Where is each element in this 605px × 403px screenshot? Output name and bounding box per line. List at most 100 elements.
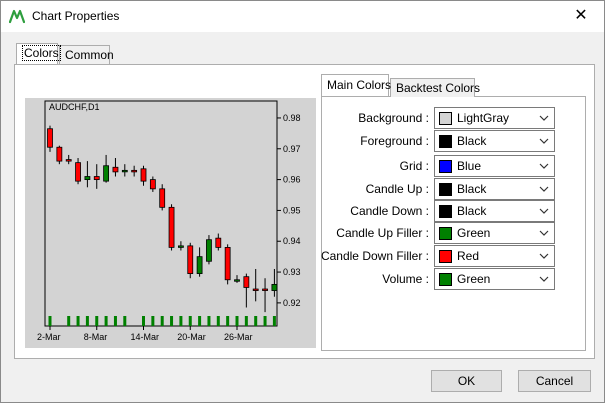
candle-up-filler-value: Green (457, 226, 491, 240)
ok-button[interactable]: OK (431, 370, 502, 392)
candle-down (187, 245, 194, 275)
setting-row-volume: Volume : Green (322, 268, 586, 290)
volume-bar (95, 316, 99, 326)
grid-value: Blue (457, 159, 482, 173)
setting-row-candle-up-filler: Candle Up Filler : Green (322, 222, 586, 244)
window-title: Chart Properties (32, 9, 120, 23)
volume-bar (151, 316, 155, 326)
background-value: LightGray (457, 111, 510, 125)
chart-title: AUDCHF,D1 (49, 102, 100, 112)
candle-down-filler-swatch (439, 250, 452, 263)
chevron-down-icon (539, 186, 549, 192)
candle-up (196, 256, 203, 275)
candle-up (103, 165, 109, 182)
volume-bar (216, 316, 220, 326)
candle-down (75, 162, 81, 182)
title-bar: Chart Properties ✕ (1, 1, 604, 32)
candle-up (84, 176, 91, 180)
background-color-select[interactable]: LightGray (434, 107, 555, 129)
cancel-button[interactable]: Cancel (518, 370, 591, 392)
plot-frame (44, 100, 278, 327)
candle-down (112, 166, 119, 173)
y-tick-label: 0.94 (283, 236, 301, 246)
setting-row-foreground: Foreground : Black (322, 130, 586, 152)
candle-down (93, 176, 100, 180)
grid-color-select[interactable]: Blue (434, 155, 555, 177)
close-button[interactable]: ✕ (558, 1, 604, 31)
volume-bar (48, 316, 52, 326)
x-tick-label: 14-Mar (131, 332, 160, 342)
volume-label: Volume : (382, 272, 429, 286)
foreground-swatch (439, 135, 452, 148)
x-tick-label: 20-Mar (177, 332, 206, 342)
volume-bar (85, 316, 89, 326)
grid-label: Grid : (399, 159, 429, 173)
candle-down-label: Candle Down : (350, 204, 429, 218)
candle-down (168, 206, 175, 248)
candle-up-color-select[interactable]: Black (434, 178, 555, 200)
grid-swatch (439, 160, 452, 173)
tab-colors-label: Colors (22, 45, 61, 61)
tab-backtest-colors-label: Backtest Colors (396, 81, 481, 95)
volume-bar (170, 316, 174, 326)
setting-row-candle-down-filler: Candle Down Filler : Red (320, 245, 586, 267)
volume-bar (244, 316, 248, 326)
volume-bar (160, 316, 164, 326)
tab-common[interactable]: Common (59, 45, 114, 64)
volume-bar (142, 316, 145, 326)
foreground-color-select[interactable]: Black (434, 130, 555, 152)
volume-bar (198, 316, 202, 326)
chevron-down-icon (539, 253, 549, 259)
volume-color-select[interactable]: Green (434, 268, 555, 290)
candle-down (140, 168, 147, 182)
x-tick-label: 2-Mar (37, 332, 61, 342)
background-swatch (439, 112, 452, 125)
volume-bar (113, 316, 117, 326)
candle-up (271, 283, 278, 291)
volume-bar (104, 316, 108, 326)
app-logo-icon (9, 9, 25, 24)
volume-bar (272, 316, 276, 326)
candle-down (159, 188, 166, 208)
background-label: Background : (358, 111, 429, 125)
candle-up-swatch (439, 183, 452, 196)
tab-backtest-colors[interactable]: Backtest Colors (390, 78, 480, 97)
candle-up (177, 245, 184, 248)
y-tick-label: 0.97 (283, 144, 301, 154)
candle-down (262, 288, 268, 291)
y-tick-label: 0.95 (283, 205, 301, 215)
candles-group (47, 125, 278, 313)
candle-down-filler-color-select[interactable]: Red (434, 245, 555, 267)
x-axis: 2-Mar 8-Mar 14-Mar 20-Mar 26-Mar (37, 326, 253, 342)
y-tick-label: 0.93 (283, 267, 301, 277)
chevron-down-icon (539, 138, 549, 144)
chevron-down-icon (539, 115, 549, 121)
candle-up-filler-label: Candle Up Filler : (336, 226, 429, 240)
candle-down (56, 146, 63, 162)
setting-row-background: Background : LightGray (322, 107, 586, 129)
candle-down (252, 288, 259, 291)
close-icon: ✕ (574, 7, 588, 24)
candle-down-color-select[interactable]: Black (434, 200, 555, 222)
volume-value: Green (457, 272, 491, 286)
y-tick-label: 0.92 (283, 298, 301, 308)
tab-colors[interactable]: Colors (16, 43, 61, 64)
candle-up-filler-color-select[interactable]: Green (434, 222, 555, 244)
candle-up-value: Black (457, 182, 487, 196)
candle-down-filler-value: Red (457, 249, 480, 263)
candle-down (47, 128, 53, 148)
candlestick-chart: AUDCHF,D1 0.98 0.97 0.96 0.95 0.94 0.93 0.92 2… (37, 100, 301, 342)
volume-bar (123, 316, 127, 326)
setting-row-grid: Grid : Blue (322, 155, 586, 177)
tab-main-colors[interactable]: Main Colors (321, 74, 391, 96)
setting-row-candle-down: Candle Down : Black (322, 200, 586, 222)
volume-bar (76, 316, 80, 326)
chevron-down-icon (539, 208, 549, 214)
candle-down-swatch (439, 205, 452, 218)
y-tick-label: 0.98 (283, 113, 301, 123)
chevron-down-icon (539, 276, 549, 282)
chevron-down-icon (539, 230, 549, 236)
candle-down-value: Black (457, 204, 487, 218)
volume-bars-group (48, 316, 276, 326)
candle-down-filler-label: Candle Down Filler : (320, 249, 429, 263)
